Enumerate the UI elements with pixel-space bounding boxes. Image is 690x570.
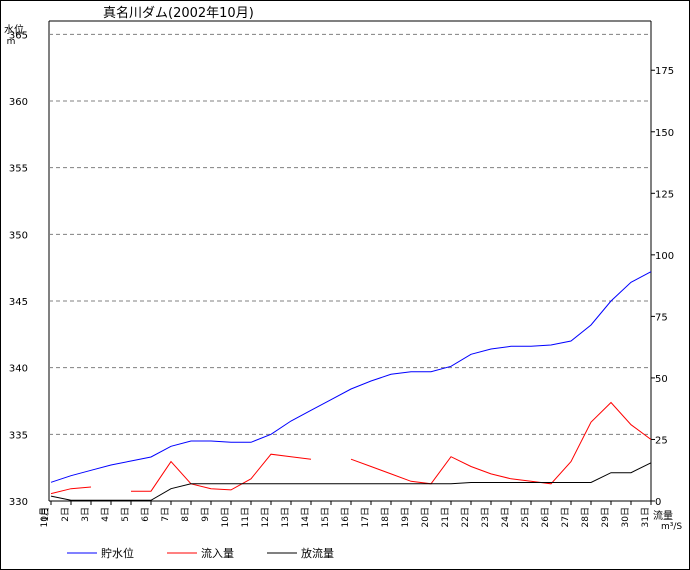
right-axis-label: 流量 xyxy=(653,509,673,522)
x-tick-label: 22日 xyxy=(460,507,471,527)
x-tick-label: 2日 xyxy=(60,507,71,522)
x-tick-label: 24日 xyxy=(500,507,511,527)
x-tick-label: 27日 xyxy=(560,507,571,527)
right-axis-unit: m³/S xyxy=(661,522,682,532)
series-line-1 xyxy=(50,271,652,483)
x-tick-label: 15日 xyxy=(320,507,331,527)
x-tick-label: 29日 xyxy=(600,507,611,527)
x-tick-label: 10日 xyxy=(220,507,231,527)
x-tick-label: 3日 xyxy=(80,507,91,522)
left-tick-label: 330 xyxy=(9,497,28,508)
right-tick-label: 150 xyxy=(655,128,674,139)
x-tick-label: 19日 xyxy=(400,507,411,527)
right-tick-label: 100 xyxy=(655,251,674,262)
series-line-2 xyxy=(50,486,92,495)
legend-label: 貯水位 xyxy=(101,546,134,560)
x-axis-ticks: 1日 2日 3日 4日 5日 6日 7日 8日 9日 10日 11日 12日 13日 14日 15日 16日 1… xyxy=(39,501,652,527)
series-line-2 xyxy=(350,401,652,485)
x-tick-label: 5日 xyxy=(120,507,131,522)
left-tick-label: 350 xyxy=(9,230,28,241)
right-tick-label: 175 xyxy=(655,66,674,77)
gridlines xyxy=(49,33,651,435)
x-tick-label: 14日 xyxy=(300,507,311,527)
x-tick-label: 20日 xyxy=(420,507,431,527)
left-tick-label: 360 xyxy=(9,97,28,108)
x-month-label: 10月 xyxy=(39,507,50,527)
x-tick-label: 18日 xyxy=(380,507,391,527)
right-tick-label: 25 xyxy=(655,435,668,446)
x-tick-label: 8日 xyxy=(180,507,191,522)
legend-label: 放流量 xyxy=(301,546,334,560)
left-tick-label: 355 xyxy=(9,164,28,175)
x-tick-label: 12日 xyxy=(260,507,271,527)
series-line-2 xyxy=(131,453,312,492)
x-tick-label: 31日 xyxy=(640,507,651,527)
right-tick-label: 75 xyxy=(655,312,668,323)
series-lines xyxy=(50,271,652,501)
x-tick-label: 23日 xyxy=(480,507,491,527)
x-tick-label: 1日 xyxy=(40,507,51,522)
left-axis-unit: m xyxy=(7,37,16,47)
x-tick-label: 25日 xyxy=(520,507,531,527)
x-tick-label: 7日 xyxy=(160,507,171,522)
legend: 貯水位 流入量 放流量 xyxy=(67,546,334,560)
x-tick-label: 4日 xyxy=(100,507,111,522)
x-tick-label: 16日 xyxy=(340,507,351,527)
left-tick-label: 335 xyxy=(9,430,28,441)
legend-label: 流入量 xyxy=(201,546,234,560)
left-tick-label: 365 xyxy=(9,30,28,41)
right-axis-ticks: 0 25 50 75 100 125 150 175 xyxy=(651,66,674,508)
x-tick-label: 28日 xyxy=(580,507,591,527)
left-axis-label: 水位 xyxy=(4,23,24,36)
right-tick-label: 0 xyxy=(655,497,661,508)
x-tick-label: 6日 xyxy=(140,507,151,522)
x-tick-label: 11日 xyxy=(240,507,251,527)
x-tick-label: 26日 xyxy=(540,507,551,527)
x-tick-label: 13日 xyxy=(280,507,291,527)
left-tick-label: 340 xyxy=(9,364,28,375)
left-tick-label: 345 xyxy=(9,297,28,308)
x-tick-label: 21日 xyxy=(440,507,451,527)
right-tick-label: 125 xyxy=(655,189,674,200)
right-tick-label: 50 xyxy=(655,374,668,385)
left-axis-ticks: 330 335 340 345 350 355 360 365 xyxy=(9,30,28,508)
x-tick-label: 17日 xyxy=(360,507,371,527)
x-tick-label: 30日 xyxy=(620,507,631,527)
chart-title: 真名川ダム(2002年10月) xyxy=(103,5,254,21)
series-line-3 xyxy=(50,462,652,501)
x-tick-label: 9日 xyxy=(200,507,211,522)
